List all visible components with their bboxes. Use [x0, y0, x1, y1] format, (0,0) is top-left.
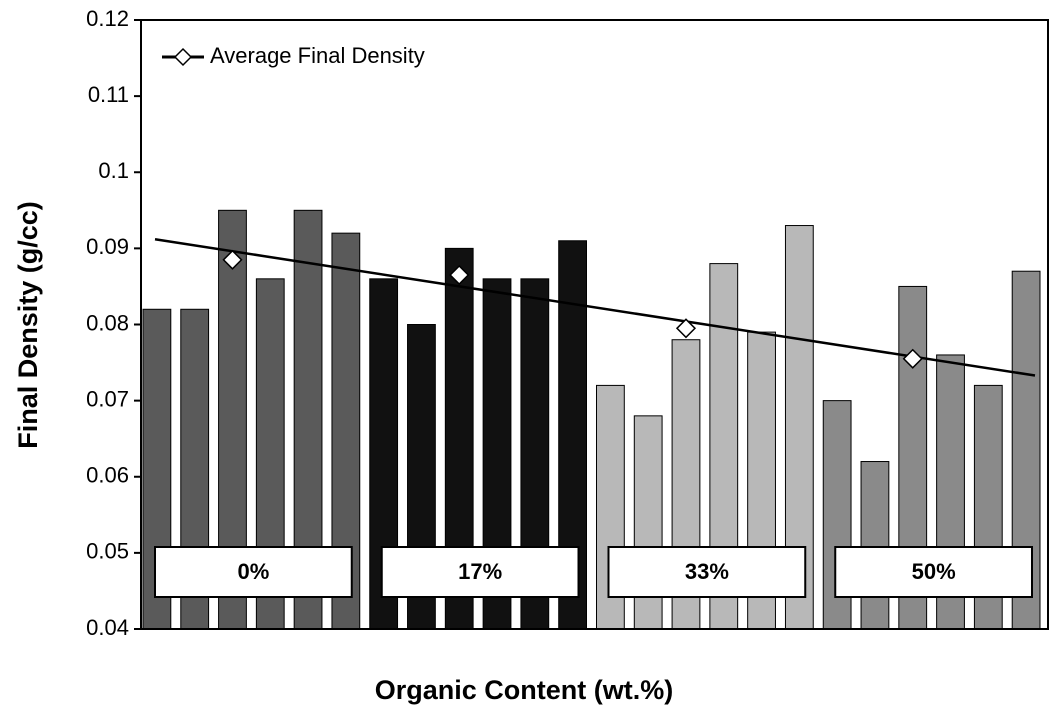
legend-marker — [173, 47, 193, 67]
group-label-box — [607, 546, 807, 598]
y-tick-label: 0.04 — [86, 615, 129, 640]
group-label: 0% — [237, 559, 269, 584]
y-tick-label: 0.08 — [86, 310, 129, 335]
legend-label: Average Final Density — [210, 43, 425, 68]
average-marker — [902, 348, 923, 369]
group-label: 17% — [458, 559, 502, 584]
y-axis-title: Final Density (g/cc) — [13, 201, 43, 449]
group-label: 50% — [912, 559, 956, 584]
y-tick-label: 0.09 — [86, 234, 129, 259]
group-label-box — [154, 546, 353, 598]
group-label-box — [834, 546, 1033, 598]
group-label-box — [380, 546, 580, 598]
y-tick-label: 0.05 — [86, 539, 129, 564]
y-tick-label: 0.07 — [86, 386, 129, 411]
average-marker — [222, 249, 243, 270]
trend-line — [154, 238, 1036, 377]
average-marker — [449, 264, 470, 286]
y-tick-label: 0.11 — [88, 82, 129, 107]
group-label: 33% — [685, 559, 729, 584]
plot-frame — [140, 19, 1049, 630]
y-tick-label: 0.06 — [86, 463, 129, 488]
y-tick-label: 0.12 — [86, 6, 129, 31]
y-tick-label: 0.1 — [98, 158, 129, 183]
bar — [860, 461, 890, 630]
average-marker — [675, 318, 697, 339]
x-axis-title: Organic Content (wt.%) — [375, 675, 674, 705]
